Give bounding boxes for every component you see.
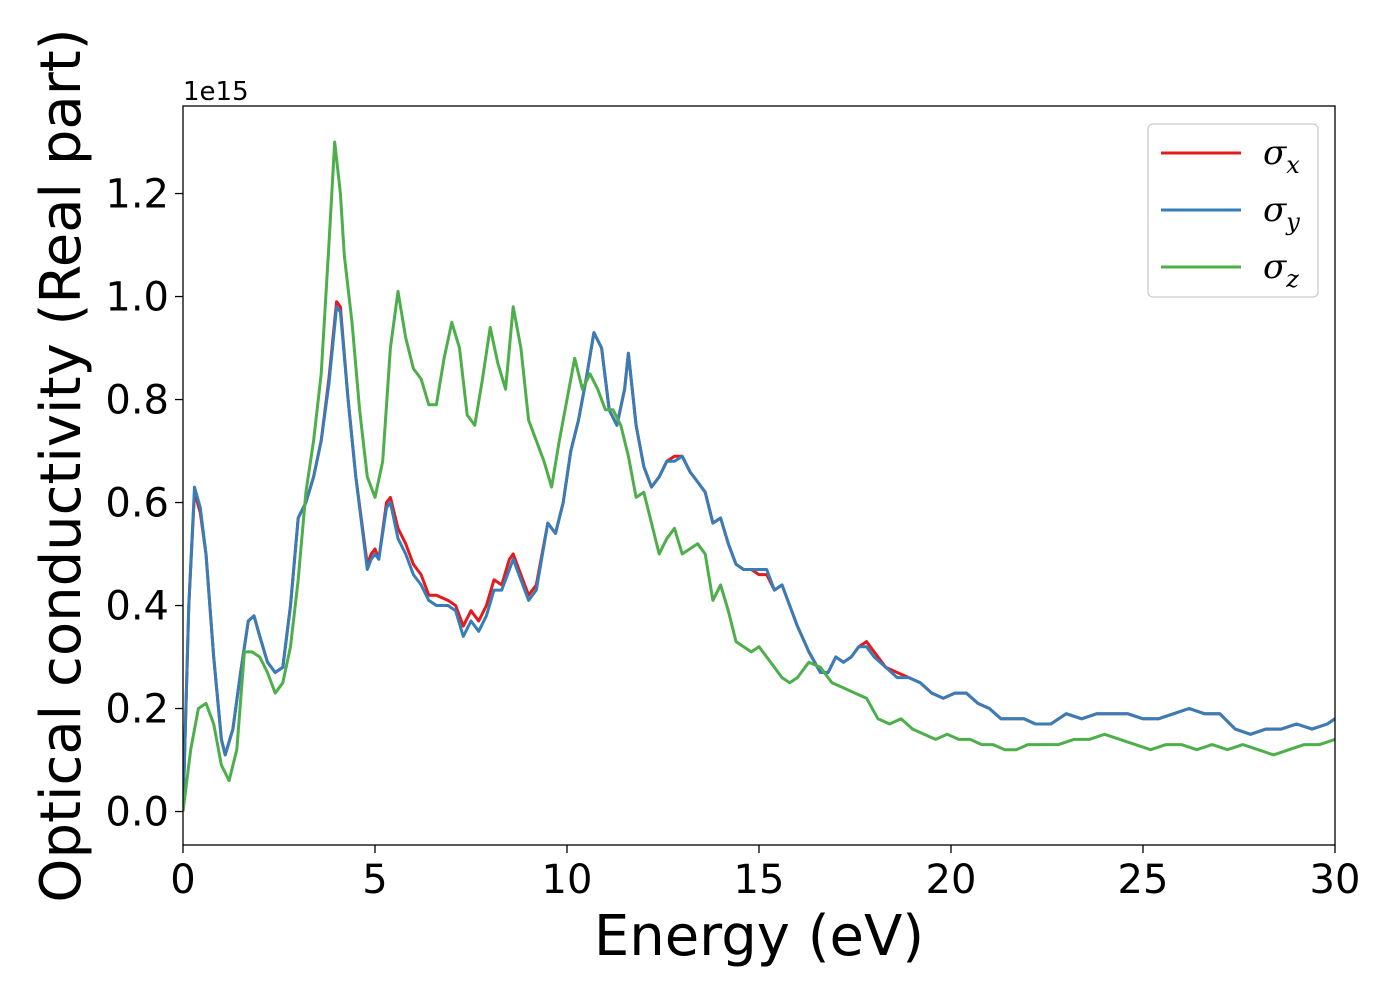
y-tick-label: 0.8 <box>105 378 169 424</box>
series-line-z <box>183 140 1335 812</box>
x-tick-label: 20 <box>926 857 977 903</box>
series-line-y <box>183 305 1335 812</box>
y-axis-label: Optical conductivity (Real part) <box>29 28 94 902</box>
x-tick-label: 25 <box>1118 857 1169 903</box>
x-tick-label: 30 <box>1310 857 1361 903</box>
y-tick-label: 1.0 <box>105 275 169 321</box>
x-axis-label: Energy (eV) <box>594 904 924 969</box>
x-tick-label: 0 <box>170 857 195 903</box>
x-tick-label: 5 <box>362 857 387 903</box>
series-layer <box>183 140 1335 812</box>
x-axis: 0 5 10 15 20 25 30 <box>170 845 1360 903</box>
legend-label: σz <box>1263 247 1299 293</box>
x-tick-label: 15 <box>734 857 785 903</box>
y-tick-label: 0.0 <box>105 790 169 836</box>
y-offset-label: 1e15 <box>183 77 249 107</box>
y-tick-label: 0.4 <box>105 584 169 630</box>
y-tick-label: 1.2 <box>105 172 169 218</box>
x-tick-label: 10 <box>542 857 593 903</box>
y-axis: 0.0 0.2 0.4 0.6 0.8 1.0 1.2 <box>105 172 183 836</box>
legend-item-z: σz <box>1161 247 1299 293</box>
y-tick-label: 0.6 <box>105 481 169 527</box>
y-tick-label: 0.2 <box>105 687 169 733</box>
